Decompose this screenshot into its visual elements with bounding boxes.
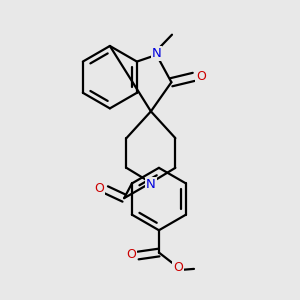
Text: O: O <box>173 261 183 274</box>
Text: O: O <box>196 70 206 83</box>
Text: N: N <box>146 178 156 191</box>
Text: O: O <box>94 182 104 194</box>
Text: O: O <box>126 248 136 261</box>
Text: N: N <box>152 47 161 60</box>
